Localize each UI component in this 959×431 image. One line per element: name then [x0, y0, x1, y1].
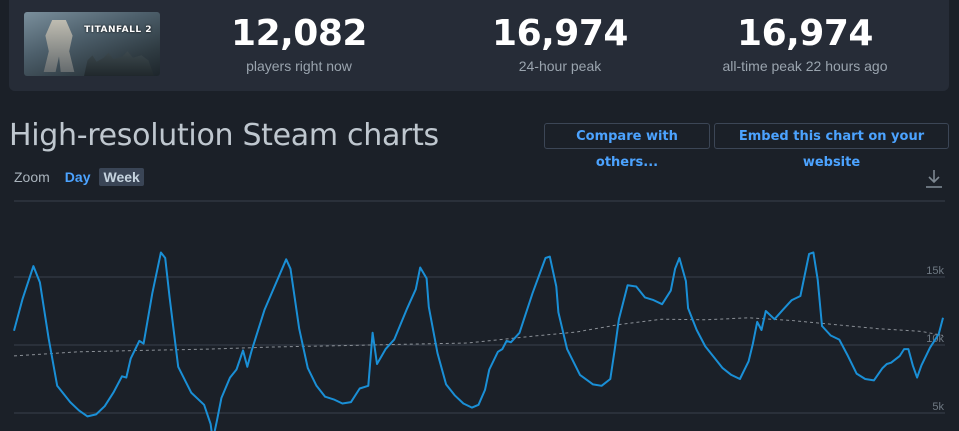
zoom-week-button[interactable]: Week [99, 168, 144, 186]
zoom-day-button[interactable]: Day [64, 169, 91, 185]
embed-chart-button[interactable]: Embed this chart on your website [714, 123, 949, 170]
chart-section-title: High-resolution Steam charts [9, 118, 439, 153]
game-logo-text: TITANFALL 2 [84, 25, 152, 35]
stat-label: 24-hour peak [518, 58, 602, 74]
player-count-series-line [13, 251, 944, 431]
stat-value: 12,082 [231, 13, 367, 54]
zoom-label: Zoom [14, 169, 50, 185]
stat-24h-peak: 16,974 24-hour peak [460, 14, 660, 75]
stat-alltime-peak: 16,974 all-time peak 22 hours ago [695, 14, 915, 75]
y-tick-label-5k: 5k [932, 401, 944, 413]
stat-value: 16,974 [737, 13, 873, 54]
stat-value: 16,974 [492, 13, 628, 54]
stat-label: all-time peak 22 hours ago [722, 58, 888, 74]
game-thumbnail[interactable]: TITANFALL 2 [24, 12, 160, 76]
titan-mech-art [43, 20, 75, 72]
stat-players-now: 12,082 players right now [199, 14, 399, 75]
chart-gridlines [14, 200, 945, 414]
stat-label: players right now [246, 58, 352, 74]
y-tick-label-15k: 15k [926, 265, 944, 277]
download-icon[interactable] [924, 168, 944, 190]
compare-button[interactable]: Compare with others... [544, 123, 710, 170]
soldiers-art [84, 51, 154, 76]
average-series-line [13, 317, 944, 357]
stats-bar: TITANFALL 2 12,082 players right now 16,… [9, 0, 949, 91]
zoom-controls: Zoom Day Week [14, 166, 144, 188]
